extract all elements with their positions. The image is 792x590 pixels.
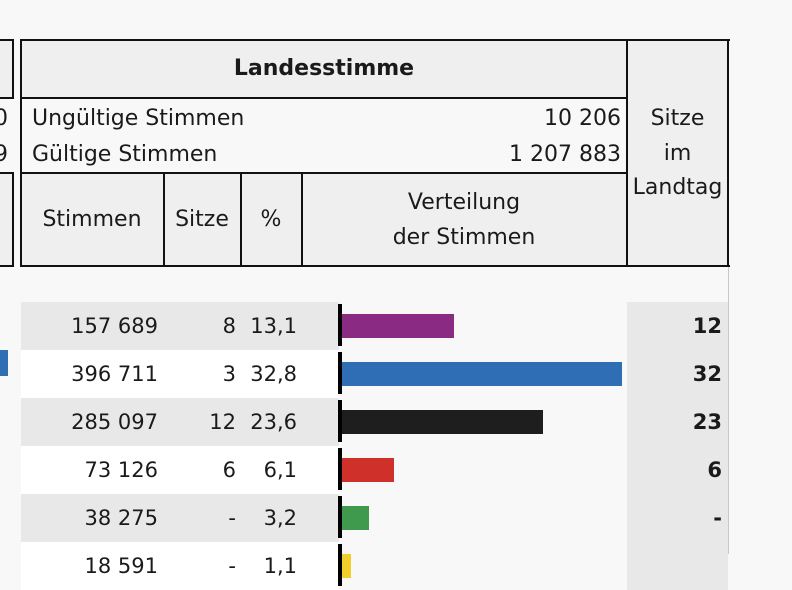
stimmen-value: 18 591: [84, 554, 158, 578]
column-header-verteilung-line1: Verteilung: [407, 190, 521, 215]
border-line: [163, 172, 165, 267]
sitze-label: Sitze: [650, 106, 705, 131]
landtag-seats-value: 6: [707, 458, 722, 482]
left-partial-column-cell: [0, 174, 13, 266]
border-line: [20, 39, 22, 267]
stimmen-value: 285 097: [71, 410, 158, 434]
vote-share-bar: [342, 314, 454, 338]
bar-baseline: [338, 448, 342, 490]
border-line: [240, 172, 242, 267]
table-row: [21, 398, 339, 446]
landtag-seats-cell: [627, 350, 728, 398]
landtag-seats-value: 23: [692, 410, 722, 434]
stimmen-value: 157 689: [71, 314, 158, 338]
border-line: [0, 172, 14, 174]
border-line: [0, 265, 14, 267]
percent-value: 6,1: [263, 458, 297, 482]
table-row: [21, 302, 339, 350]
table-row: [21, 494, 339, 542]
landtag-seats-value: -: [713, 506, 722, 530]
sitze-value: 3: [222, 362, 236, 386]
left-edge-value-2: 9: [0, 142, 8, 167]
vote-share-bar: [342, 458, 394, 482]
ungueltige-stimmen-value: 10 206: [544, 106, 621, 131]
border-line: [12, 39, 14, 99]
bar-baseline: [338, 496, 342, 538]
ungueltige-stimmen-label: Ungültige Stimmen: [32, 106, 245, 131]
sitze-value: 12: [209, 410, 236, 434]
table-row: [21, 350, 339, 398]
border-line: [20, 39, 730, 41]
column-header-percent: %: [260, 207, 282, 232]
border-line: [12, 172, 14, 267]
column-header-row: [21, 174, 627, 266]
vote-share-bar: [342, 506, 369, 530]
percent-value: 13,1: [250, 314, 297, 338]
border-line: [20, 172, 628, 174]
bar-baseline: [338, 400, 342, 442]
border-line: [20, 265, 730, 267]
vote-share-bar: [342, 410, 543, 434]
table-row: [21, 446, 339, 494]
gueltige-stimmen-label: Gültige Stimmen: [32, 142, 218, 167]
border-line: [301, 172, 303, 267]
border-line: [0, 97, 14, 99]
stimmen-value: 38 275: [84, 506, 158, 530]
sitze-im-landtag-header-cell: [627, 40, 728, 266]
stimmen-value: 396 711: [71, 362, 158, 386]
landtag-seats-value: 12: [692, 314, 722, 338]
im-label: im: [663, 141, 692, 166]
border-line: [626, 39, 628, 267]
landesstimme-title: Landesstimme: [233, 56, 415, 81]
vote-share-bar: [342, 554, 351, 578]
left-edge-value-1: 0: [0, 106, 8, 131]
bar-baseline: [338, 352, 342, 394]
sitze-value: -: [228, 554, 236, 578]
column-header-sitze: Sitze: [175, 207, 229, 232]
column-header-stimmen: Stimmen: [42, 207, 142, 232]
bar-baseline: [338, 304, 342, 346]
landtag-seats-cell: [627, 398, 728, 446]
stimmen-value: 73 126: [84, 458, 158, 482]
percent-value: 32,8: [250, 362, 297, 386]
percent-value: 3,2: [263, 506, 297, 530]
sitze-value: -: [228, 506, 236, 530]
landesstimme-header-cell: [21, 40, 627, 98]
border-line: [0, 39, 14, 41]
landtag-seats-cell: [627, 494, 728, 542]
landtag-seats-cell: [627, 542, 728, 590]
landtag-label: Landtag: [632, 175, 723, 200]
left-partial-header-cell: [0, 40, 13, 98]
left-partial-bar: [0, 350, 8, 376]
percent-value: 1,1: [263, 554, 297, 578]
landtag-seats-cell: [627, 302, 728, 350]
column-header-verteilung-line2: der Stimmen: [392, 225, 536, 250]
border-line: [727, 39, 729, 267]
landtag-seats-value: 32: [692, 362, 722, 386]
table-right-edge: [728, 266, 729, 554]
vote-share-bar: [342, 362, 622, 386]
border-line: [20, 97, 628, 99]
landtag-seats-cell: [627, 446, 728, 494]
gueltige-stimmen-value: 1 207 883: [509, 142, 621, 167]
bar-baseline: [338, 544, 342, 586]
sitze-value: 8: [222, 314, 236, 338]
percent-value: 23,6: [250, 410, 297, 434]
sitze-value: 6: [222, 458, 236, 482]
